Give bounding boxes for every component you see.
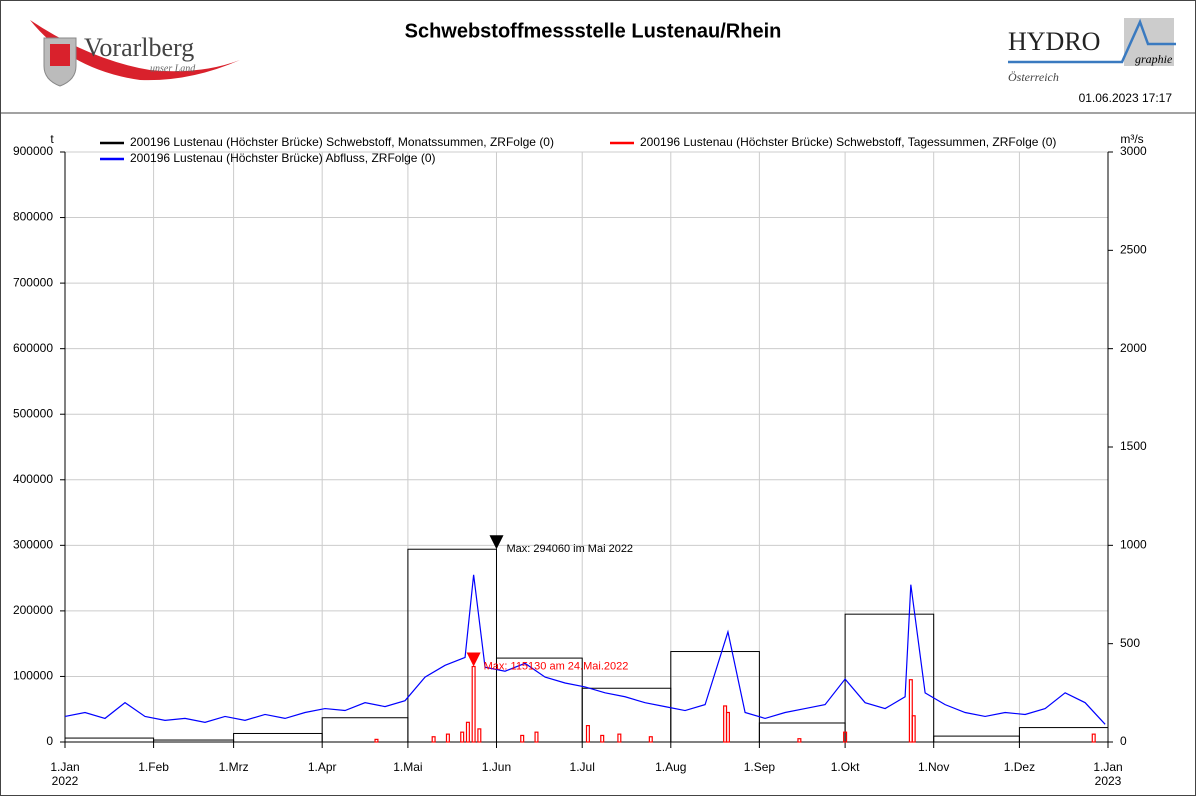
x-tick-label: 1.Jan xyxy=(50,760,79,774)
x-tick-label: 1.Sep xyxy=(744,760,776,774)
hydro-wave xyxy=(1008,18,1176,64)
hydro-country: Österreich xyxy=(1008,69,1059,84)
annotation-marker xyxy=(489,535,504,550)
y2-tick-label: 2500 xyxy=(1120,243,1147,257)
monthly-bar xyxy=(1018,727,1109,743)
annotation-marker xyxy=(466,652,481,667)
logo-flag xyxy=(50,44,70,66)
logo-text: Vorarlberg xyxy=(84,33,194,62)
daily-bar xyxy=(431,736,436,743)
x-tick-label: 1.Jan xyxy=(1093,760,1122,774)
legend-label: 200196 Lustenau (Höchster Brücke) Abflus… xyxy=(130,151,435,165)
logo-subtext: unser Land xyxy=(150,63,196,74)
monthly-bar xyxy=(844,613,935,743)
x-tick-label: 1.Apr xyxy=(308,760,337,774)
daily-bar xyxy=(374,738,379,743)
daily-bar xyxy=(725,711,730,743)
y-tick-label: 200000 xyxy=(13,603,53,617)
y2-tick-label: 3000 xyxy=(1120,144,1147,158)
monthly-bar xyxy=(233,732,323,743)
monthly-bar xyxy=(581,687,672,743)
y2-tick-label: 2000 xyxy=(1120,341,1147,355)
daily-bar xyxy=(908,679,913,743)
annotation: Max: 115130 am 24.Mai.2022 xyxy=(484,660,629,672)
daily-bar xyxy=(520,734,525,743)
daily-bar xyxy=(465,721,470,743)
daily-bar xyxy=(648,736,653,743)
y2-tick-label: 1500 xyxy=(1120,439,1147,453)
monthly-bar xyxy=(670,651,760,743)
daily-bar xyxy=(534,731,539,743)
x-tick-year: 2023 xyxy=(1095,774,1122,788)
y-tick-label: 400000 xyxy=(13,472,53,486)
y-tick-label: 900000 xyxy=(13,144,53,158)
daily-bar xyxy=(471,665,476,743)
y2-axis-label: m³/s xyxy=(1120,132,1143,146)
daily-bar xyxy=(843,731,848,743)
hydro-subtext: graphie xyxy=(1135,52,1173,66)
daily-bar xyxy=(477,728,482,743)
x-tick-label: 1.Mai xyxy=(393,760,422,774)
y-tick-label: 300000 xyxy=(13,538,53,552)
legend-label: 200196 Lustenau (Höchster Brücke) Schweb… xyxy=(130,135,554,149)
x-tick-label: 1.Okt xyxy=(831,760,860,774)
y-tick-label: 0 xyxy=(46,734,53,748)
monthly-bar xyxy=(933,735,1020,743)
y2-tick-label: 1000 xyxy=(1120,538,1147,552)
x-tick-label: 1.Dez xyxy=(1004,760,1035,774)
x-tick-label: 1.Nov xyxy=(918,760,949,774)
chart-title: Schwebstoffmessstelle Lustenau/Rhein xyxy=(405,20,782,42)
x-tick-year: 2022 xyxy=(52,774,79,788)
annotation: Max: 294060 im Mai 2022 xyxy=(506,543,633,555)
daily-bar xyxy=(600,734,605,743)
x-tick-label: 1.Feb xyxy=(138,760,169,774)
y-tick-label: 700000 xyxy=(13,275,53,289)
y-tick-label: 600000 xyxy=(13,341,53,355)
legend-label: 200196 Lustenau (Höchster Brücke) Schweb… xyxy=(640,135,1056,149)
y-axis-label: t xyxy=(50,132,54,146)
monthly-bar xyxy=(153,739,235,743)
daily-bar xyxy=(911,715,916,743)
monthly-bar xyxy=(407,548,497,743)
y-tick-label: 500000 xyxy=(13,406,53,420)
discharge-line xyxy=(64,574,1106,725)
daily-bar xyxy=(617,733,622,743)
monthly-bar xyxy=(758,722,846,743)
x-tick-label: 1.Jun xyxy=(482,760,511,774)
x-tick-label: 1.Aug xyxy=(655,760,686,774)
y2-tick-label: 500 xyxy=(1120,636,1140,650)
daily-bar xyxy=(445,733,450,743)
monthly-bar xyxy=(64,737,155,743)
daily-bar xyxy=(460,731,465,743)
x-tick-label: 1.Mrz xyxy=(219,760,249,774)
y-tick-label: 100000 xyxy=(13,669,53,683)
y2-tick-label: 0 xyxy=(1120,734,1127,748)
daily-bar xyxy=(1091,733,1096,743)
x-tick-label: 1.Jul xyxy=(570,760,595,774)
monthly-bar xyxy=(321,717,409,743)
y-tick-label: 800000 xyxy=(13,210,53,224)
daily-bar xyxy=(797,738,802,743)
hydro-text: HYDRO xyxy=(1008,27,1100,56)
daily-bar xyxy=(585,725,590,743)
timestamp: 01.06.2023 17:17 xyxy=(1079,91,1173,105)
